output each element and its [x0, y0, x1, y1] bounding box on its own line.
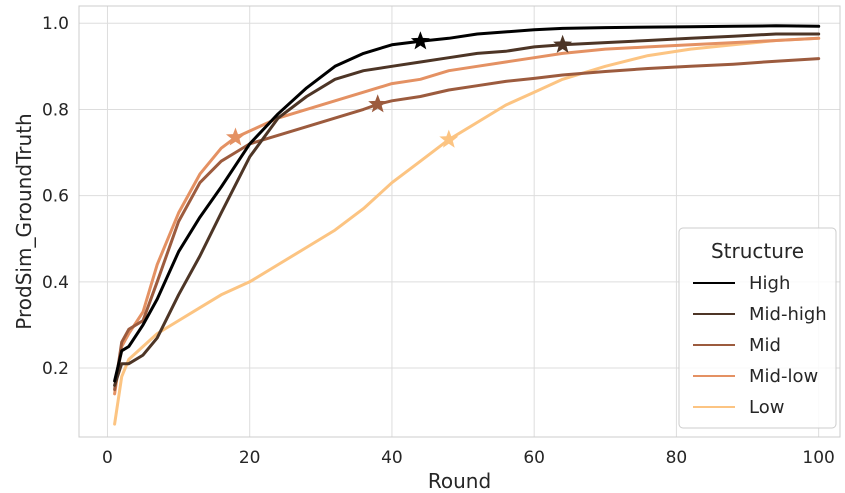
- legend-label-mid: Mid: [749, 335, 781, 356]
- x-tick-label: 0: [102, 448, 113, 468]
- x-tick-label: 60: [523, 448, 545, 468]
- legend-box: [678, 227, 837, 429]
- x-tick-labels: 0 20 40 60 80 100: [102, 448, 835, 468]
- star-marker-mid-high: [553, 34, 573, 53]
- x-tick-label: 20: [239, 448, 261, 468]
- y-tick-label: 0.8: [42, 100, 69, 120]
- x-tick-label: 40: [381, 448, 403, 468]
- star-markers: [226, 31, 573, 148]
- series-line-mid-low: [113, 36, 821, 396]
- legend-title: Structure: [711, 239, 804, 263]
- legend-label-mid-low: Mid-low: [749, 366, 818, 387]
- legend-label-mid-high: Mid-high: [749, 304, 827, 325]
- y-axis-label: ProdSim_GroundTruth: [12, 113, 36, 329]
- series-line-mid-high: [113, 32, 821, 387]
- legend: Structure High Mid-high Mid Mid-low Low: [678, 227, 837, 429]
- star-marker-mid-low: [226, 127, 245, 146]
- x-tick-label: 80: [666, 448, 688, 468]
- grid-lines: [79, 6, 840, 437]
- star-marker-low: [439, 129, 459, 148]
- x-axis-label: Round: [428, 469, 491, 493]
- y-tick-labels: 0.2 0.4 0.6 0.8 1.0: [42, 14, 69, 379]
- legend-label-low: Low: [749, 397, 784, 418]
- y-tick-label: 0.6: [42, 187, 69, 207]
- series-line-mid: [113, 57, 821, 392]
- legend-items: High Mid-high Mid Mid-low Low: [693, 273, 827, 418]
- plot-frame: [78, 5, 841, 438]
- star-marker-high: [410, 31, 430, 50]
- y-tick-label: 0.4: [42, 273, 69, 293]
- series-lines: [113, 24, 821, 426]
- series-line-high: [113, 24, 821, 383]
- x-tick-label: 100: [802, 448, 834, 468]
- legend-label-high: High: [749, 273, 790, 294]
- star-marker-mid: [368, 94, 388, 113]
- y-tick-label: 1.0: [42, 14, 69, 34]
- y-tick-label: 0.2: [42, 359, 69, 379]
